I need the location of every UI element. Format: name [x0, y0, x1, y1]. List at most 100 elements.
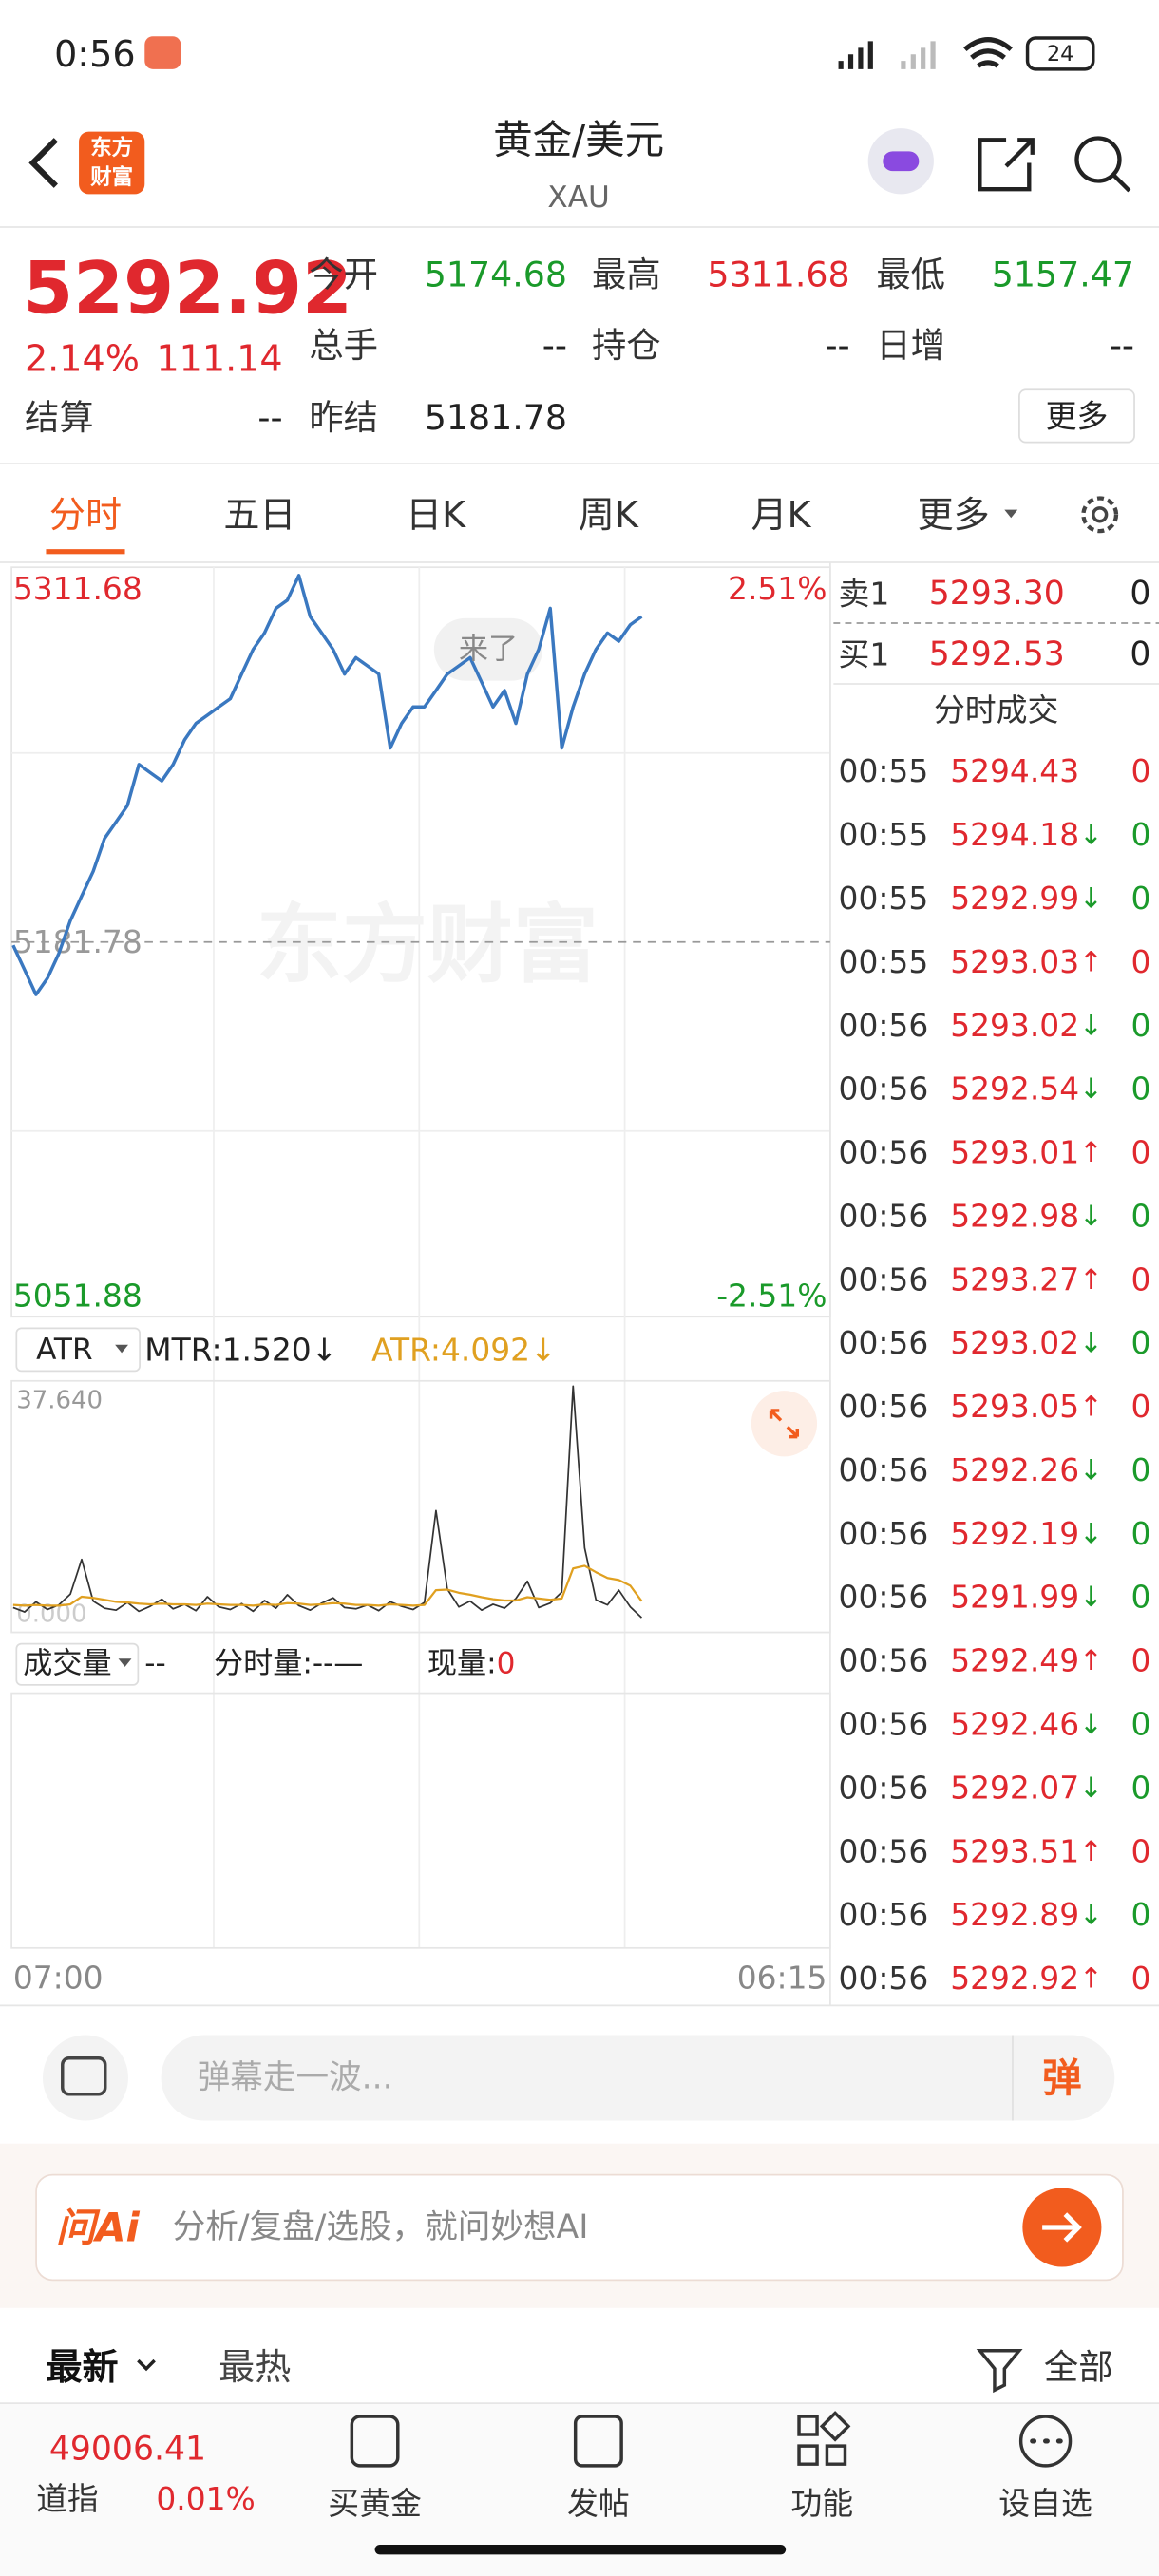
- now-volume-value: 0: [497, 1646, 516, 1680]
- search-button[interactable]: [1074, 136, 1122, 183]
- y-tick-label: 5311.68: [13, 570, 142, 607]
- settings-core: [1092, 506, 1109, 523]
- trade-direction: ↓: [1079, 1072, 1103, 1105]
- nav-icon-func[interactable]: [797, 2411, 851, 2466]
- trade-time: 00:55: [839, 880, 929, 917]
- chart-tab[interactable]: 月K: [750, 494, 811, 536]
- trade-price: 5292.46: [950, 1706, 1079, 1743]
- index-value: 49006.41: [49, 2431, 206, 2469]
- feed-tabs-bg: [0, 2307, 1159, 2404]
- nav-label[interactable]: 买黄金: [328, 2485, 422, 2522]
- trade-direction: ↓: [1079, 1009, 1103, 1041]
- trade-direction: ↑: [1079, 1962, 1103, 1995]
- field-label: 总手: [309, 325, 378, 366]
- trade-direction: ↓: [1079, 1517, 1103, 1549]
- ai-input[interactable]: [35, 2173, 1124, 2282]
- signal-icon: [838, 41, 873, 69]
- trade-time: 00:56: [839, 1642, 929, 1679]
- volume-name[interactable]: 成交量: [23, 1646, 111, 1680]
- price-line: [11, 574, 643, 996]
- indicator-select[interactable]: [15, 1327, 141, 1373]
- nav-label[interactable]: 功能: [790, 2485, 853, 2522]
- settings-button[interactable]: [1081, 496, 1119, 534]
- chart-tab[interactable]: 更多: [918, 494, 990, 536]
- trades-title: 分时成交: [934, 691, 1058, 729]
- expand-button[interactable]: [750, 1391, 818, 1457]
- chart-tab[interactable]: 五日: [223, 494, 295, 536]
- feed-filter[interactable]: 全部: [1044, 2347, 1113, 2388]
- status-time: 0:56: [54, 33, 135, 75]
- trade-price: 5292.98: [950, 1197, 1079, 1234]
- share-button[interactable]: [978, 138, 1035, 192]
- field-value: 5174.68: [425, 255, 567, 295]
- trade-volume: 0: [1130, 816, 1150, 853]
- trade-price: 5292.26: [950, 1451, 1079, 1488]
- nav-icon-buy[interactable]: [350, 2415, 400, 2468]
- dropdown-arrow: [118, 1658, 132, 1667]
- index-name: 道指: [36, 2480, 99, 2517]
- more-button[interactable]: [1018, 388, 1135, 444]
- pct-label: 2.51%: [728, 570, 826, 607]
- change-percent: 2.14%: [25, 337, 140, 379]
- chart-tab[interactable]: 周K: [579, 494, 639, 536]
- danmaku-button[interactable]: 弹: [1042, 2055, 1082, 2101]
- send-arrow: [1042, 2212, 1082, 2243]
- trade-time: 00:56: [839, 1070, 929, 1108]
- y-tick-label: 5051.88: [13, 1277, 142, 1314]
- book-volume: 0: [1130, 575, 1150, 613]
- trade-volume: 0: [1130, 1579, 1150, 1616]
- y-tick-label: 5181.78: [13, 923, 142, 960]
- live-badge-label: 来了: [459, 633, 518, 667]
- danmaku-toggle[interactable]: [42, 2035, 128, 2121]
- trade-time: 00:56: [839, 1769, 929, 1806]
- watermark: 东方财富: [256, 896, 598, 995]
- last-price: 5292.92: [23, 245, 352, 330]
- ai-brand: 问Ai: [56, 2204, 141, 2250]
- trade-direction: ↓: [1079, 1327, 1103, 1359]
- trade-price: 5294.43: [950, 752, 1079, 789]
- avatar-visor: [883, 151, 920, 172]
- comment-input[interactable]: [161, 2035, 1115, 2121]
- trade-direction: ↓: [1079, 1200, 1103, 1232]
- field-label: 持仓: [592, 325, 661, 366]
- trade-direction: ↑: [1079, 1835, 1103, 1867]
- feed-tab[interactable]: 最新: [46, 2346, 118, 2388]
- volume-select[interactable]: [15, 1642, 140, 1686]
- nav-icon-post[interactable]: [573, 2415, 623, 2468]
- trade-volume: 0: [1130, 1832, 1150, 1869]
- nav-label[interactable]: 设自选: [998, 2485, 1092, 2522]
- now-volume-label: 现量:: [428, 1646, 497, 1680]
- field-value: --: [542, 325, 567, 366]
- trade-volume: 0: [1130, 1960, 1150, 1997]
- search-handle: [1112, 173, 1131, 193]
- expand-icon: [769, 1409, 800, 1439]
- pct-label: -2.51%: [716, 1277, 826, 1314]
- field-label: 最低: [876, 255, 945, 295]
- trade-time: 00:56: [839, 1197, 929, 1234]
- more-button-label[interactable]: 更多: [1046, 397, 1109, 434]
- trade-time: 00:56: [839, 1451, 929, 1488]
- dropdown-arrow: [115, 1344, 128, 1354]
- trade-time: 00:56: [839, 1706, 929, 1743]
- nav-label[interactable]: 发帖: [567, 2485, 630, 2522]
- dropdown-arrow: [1004, 509, 1018, 519]
- filter-icon[interactable]: [976, 2349, 1023, 2394]
- notif-icon: [144, 36, 181, 69]
- nav-icon-watch[interactable]: [1018, 2415, 1073, 2468]
- chart-tab[interactable]: 分时: [49, 494, 122, 536]
- back-button[interactable]: [28, 138, 58, 188]
- field-value: 5157.47: [992, 255, 1134, 295]
- feed-tab[interactable]: 最热: [218, 2346, 291, 2388]
- indicator-name[interactable]: ATR: [36, 1333, 93, 1367]
- field-label: 今开: [309, 255, 378, 295]
- trade-price: 5293.51: [950, 1832, 1079, 1869]
- volume-value: --: [144, 1646, 165, 1680]
- field-label: 昨结: [309, 397, 378, 438]
- chart-tab[interactable]: 日K: [406, 494, 466, 536]
- trade-direction: ↓: [1079, 1708, 1103, 1740]
- trade-price: 5292.19: [950, 1515, 1079, 1552]
- page-subtitle: XAU: [547, 180, 609, 215]
- y-tick-label: 0.000: [16, 1601, 86, 1629]
